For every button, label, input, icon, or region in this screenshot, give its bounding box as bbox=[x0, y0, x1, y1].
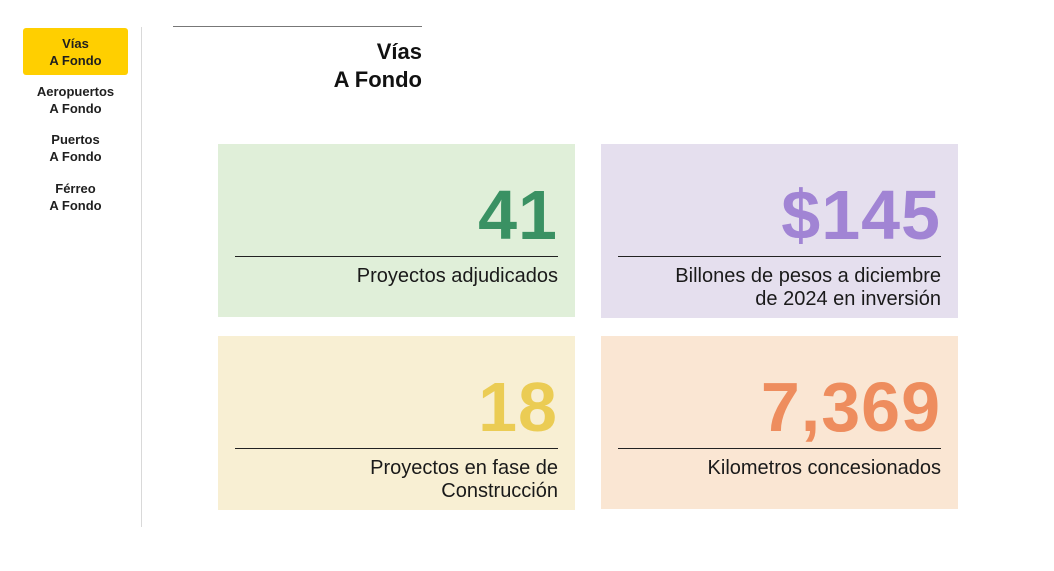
stat-label-line2: Construcción bbox=[441, 480, 558, 502]
page-title-line1: Vías bbox=[376, 39, 422, 64]
stat-value: 7,369 bbox=[760, 368, 941, 446]
stat-label-line1: Billones de pesos a diciembre bbox=[675, 265, 941, 287]
stat-divider bbox=[618, 448, 941, 449]
page-header: Vías A Fondo bbox=[173, 26, 422, 94]
stat-label: Billones de pesos a diciembre de 2024 en… bbox=[611, 265, 941, 311]
nav-item-label: Aeropuertos bbox=[36, 84, 115, 99]
nav-item-label: Puertos bbox=[51, 132, 100, 147]
sidebar: Vías A Fondo Aeropuertos A Fondo Puertos… bbox=[0, 0, 142, 571]
stat-label: Proyectos adjudicados bbox=[228, 265, 558, 288]
page-title: Vías A Fondo bbox=[173, 38, 422, 94]
stat-divider bbox=[235, 448, 558, 449]
stat-label-line1: Kilometros concesionados bbox=[707, 457, 941, 479]
stat-label: Kilometros concesionados bbox=[611, 457, 941, 480]
stat-value: 18 bbox=[478, 368, 558, 446]
stat-card-under-construction: 18 Proyectos en fase de Construcción bbox=[218, 336, 575, 510]
stat-card-projects-awarded: 41 Proyectos adjudicados bbox=[218, 144, 575, 317]
nav-item-ferreo[interactable]: Férreo A Fondo bbox=[23, 180, 128, 214]
stat-card-investment: $145 Billones de pesos a diciembre de 20… bbox=[601, 144, 958, 318]
nav-item-sublabel: A Fondo bbox=[49, 198, 102, 213]
nav-item-label: Vías bbox=[62, 36, 89, 51]
page-title-line2: A Fondo bbox=[333, 67, 422, 92]
nav-item-sublabel: A Fondo bbox=[49, 101, 102, 116]
nav-item-aeropuertos[interactable]: Aeropuertos A Fondo bbox=[23, 83, 128, 117]
sidebar-divider bbox=[141, 27, 142, 527]
stat-value: $145 bbox=[781, 176, 941, 254]
stat-label: Proyectos en fase de Construcción bbox=[228, 457, 558, 503]
nav-item-label: Férreo bbox=[55, 181, 96, 196]
stat-label-line2: de 2024 en inversión bbox=[755, 288, 941, 310]
stat-label-line1: Proyectos en fase de bbox=[370, 457, 558, 479]
stat-divider bbox=[235, 256, 558, 257]
nav-item-sublabel: A Fondo bbox=[49, 149, 102, 164]
stat-card-km-concessioned: 7,369 Kilometros concesionados bbox=[601, 336, 958, 509]
header-rule bbox=[173, 26, 422, 27]
stat-value: 41 bbox=[478, 176, 558, 254]
stat-label-line1: Proyectos adjudicados bbox=[356, 265, 558, 287]
nav-item-sublabel: A Fondo bbox=[49, 53, 102, 68]
nav-item-vias[interactable]: Vías A Fondo bbox=[23, 28, 128, 75]
nav-item-puertos[interactable]: Puertos A Fondo bbox=[23, 131, 128, 165]
stat-divider bbox=[618, 256, 941, 257]
